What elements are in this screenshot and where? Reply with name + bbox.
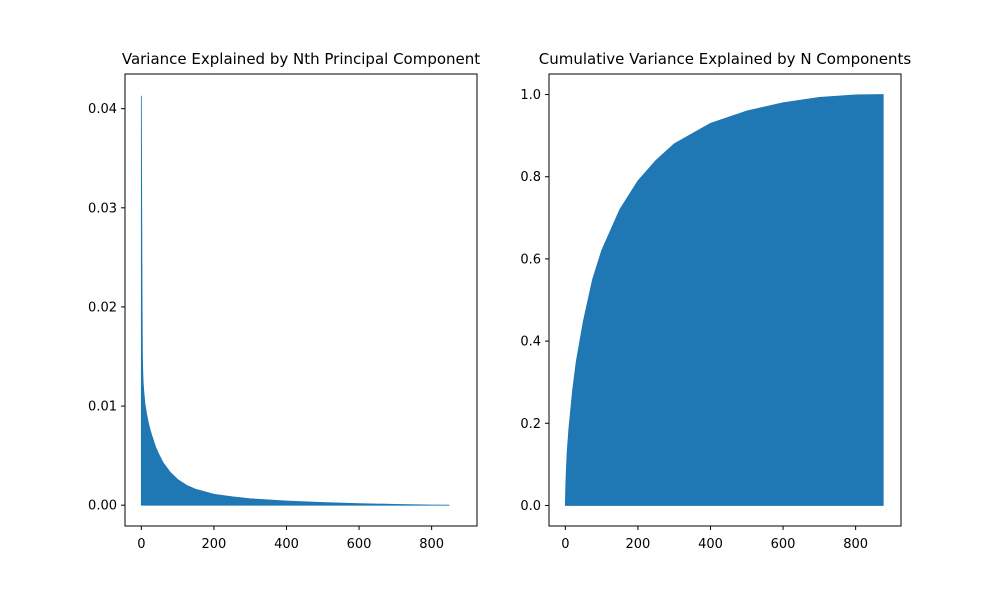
y-tick-label-cumulative: 0.8 [520,170,541,185]
area-series-variance-0 [140,95,450,506]
y-tick-label-cumulative: 0.4 [520,335,541,350]
x-tick-label-cumulative: 400 [698,537,723,552]
y-tick-label-variance: 0.02 [88,300,117,315]
x-tick-label-cumulative: 800 [843,537,868,552]
y-axis-cumulative: 0.0 0.2 0.4 0.6 0.8 1.0 [520,88,549,514]
chart-panel-variance: 0 200 400 600 800 0.00 0.01 0.02 0.03 0.04 Varia… [88,50,480,552]
plot-area-variance [140,95,450,506]
axes-frame-variance [124,73,478,527]
chart-title-cumulative: Cumulative Variance Explained by N Compo… [539,50,912,68]
x-tick-label-variance: 800 [419,537,444,552]
chart-title-variance: Variance Explained by Nth Principal Comp… [122,50,480,68]
y-tick-label-variance: 0.00 [88,499,117,514]
y-tick-label-variance: 0.01 [88,400,117,415]
y-tick-label-cumulative: 1.0 [520,88,541,103]
y-axis-variance: 0.00 0.01 0.02 0.03 0.04 [88,102,125,514]
area-series-cumulative-0 [564,94,884,506]
x-tick-label-cumulative: 200 [625,537,650,552]
axes-frame-cumulative [548,73,902,527]
x-tick-label-variance: 200 [201,537,226,552]
x-tick-label-variance: 600 [347,537,372,552]
plot-area-cumulative [564,94,884,506]
y-tick-label-cumulative: 0.2 [520,417,541,432]
x-axis-cumulative: 0 200 400 600 800 [561,526,868,552]
x-tick-label-cumulative: 600 [771,537,796,552]
x-tick-label-variance: 400 [274,537,299,552]
y-tick-label-variance: 0.04 [88,102,117,117]
y-tick-label-variance: 0.03 [88,201,117,216]
y-tick-label-cumulative: 0.0 [520,499,541,514]
y-tick-label-cumulative: 0.6 [520,252,541,267]
x-tick-label-cumulative: 0 [561,537,569,552]
x-tick-label-variance: 0 [137,537,145,552]
x-axis-variance: 0 200 400 600 800 [137,526,444,552]
chart-panel-cumulative: 0 200 400 600 800 0.0 0.2 0.4 0.6 0.8 1.0 Cumulat… [520,50,911,552]
